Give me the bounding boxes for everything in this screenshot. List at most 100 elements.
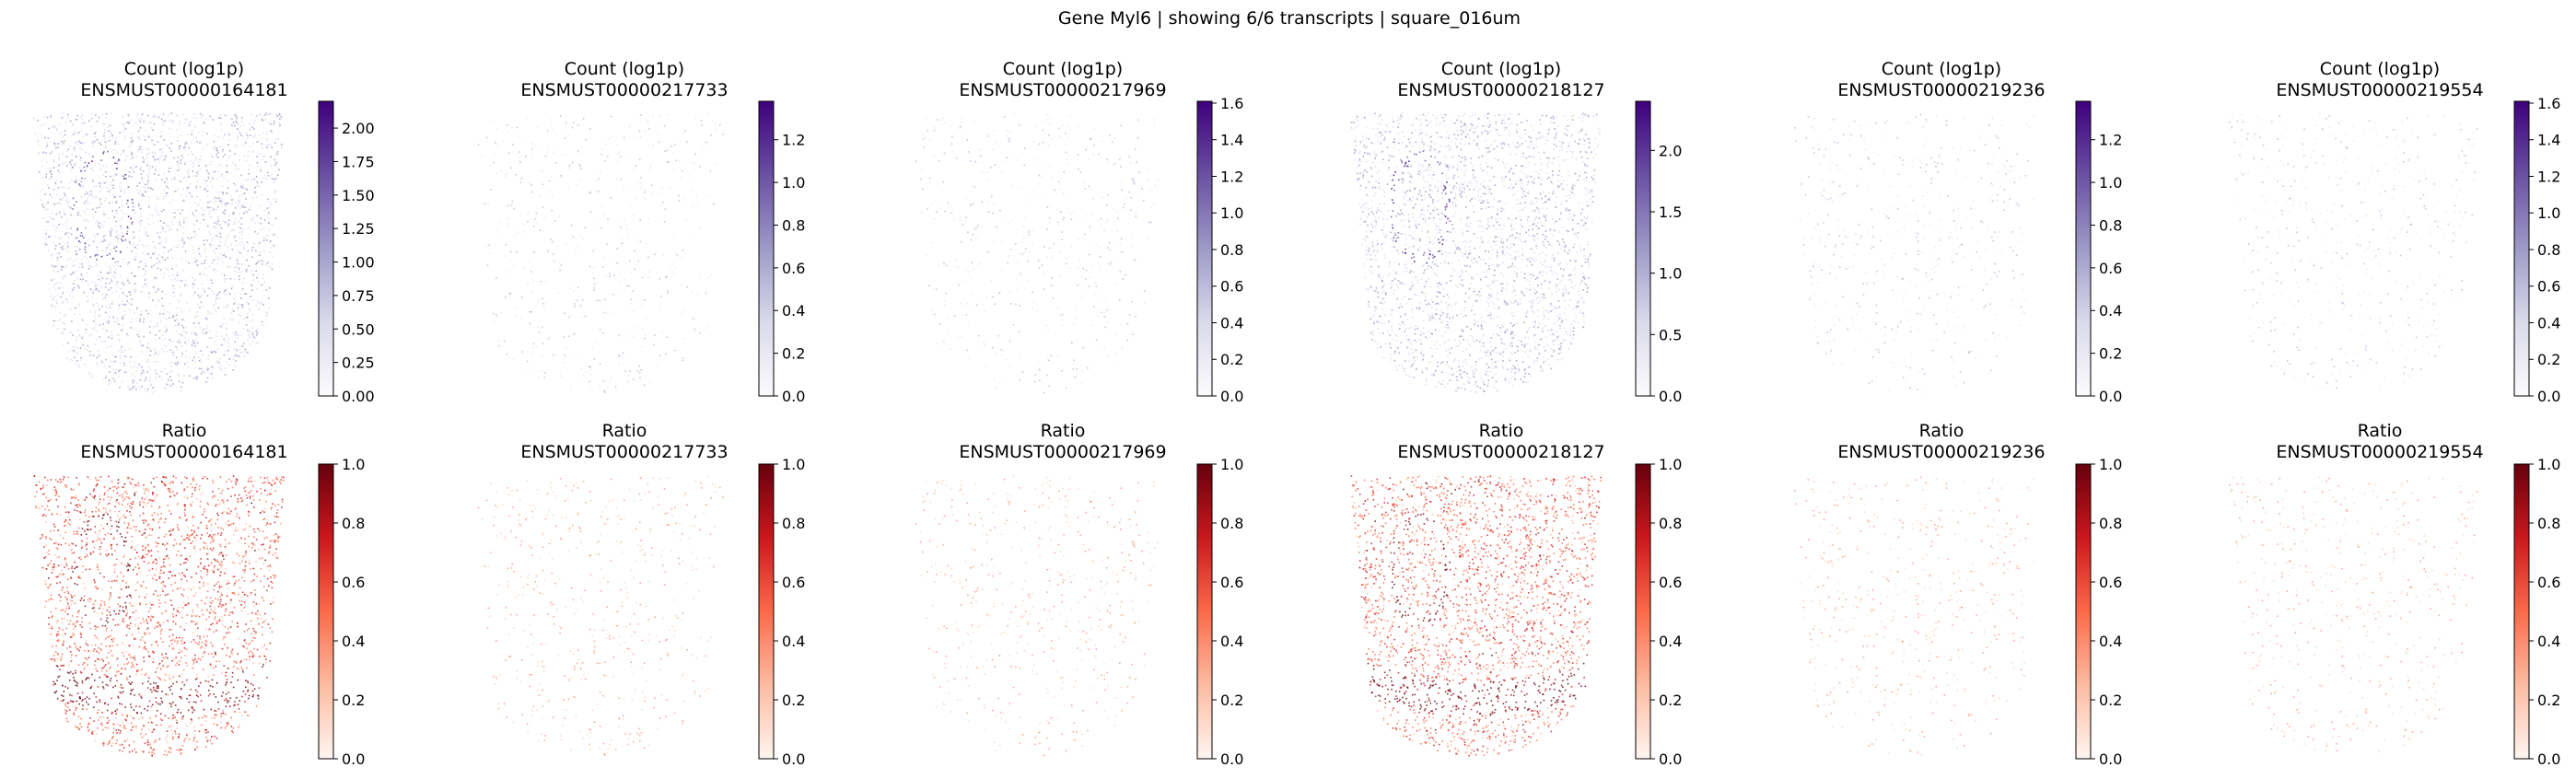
scatter-point [149,167,151,169]
scatter-point [554,132,556,134]
scatter-point [1530,373,1532,376]
scatter-point [199,169,202,170]
scatter-point [122,364,125,366]
scatter-point [1059,314,1062,317]
scatter-point [1474,131,1476,133]
scatter-point [118,304,121,307]
scatter-point [1466,380,1469,382]
scatter-point [1377,250,1379,252]
scatter-point [1381,285,1384,288]
scatter-point [1078,125,1079,127]
scatter-point [1389,354,1392,356]
scatter-point [553,128,554,131]
scatter-point [1090,138,1091,140]
scatter-point [137,112,139,115]
scatter-point [96,246,99,249]
scatter-point [101,188,104,190]
scatter-point [621,242,624,244]
scatter-point [206,239,208,241]
scatter-point [1384,343,1387,345]
scatter-point [63,277,64,280]
scatter-point [53,142,55,145]
scatter-point [76,214,79,216]
scatter-point [169,371,171,373]
scatter-point [1032,308,1034,309]
scatter-point [211,262,214,263]
scatter-point [1449,119,1451,122]
scatter-point [141,177,143,180]
scatter-point [112,265,115,268]
scatter-point [77,347,79,350]
scatter-point [139,145,141,148]
scatter-point [223,293,226,295]
scatter-point [1510,169,1512,170]
scatter-point [91,266,93,268]
scatter-point [1415,203,1416,205]
scatter-point [95,196,98,198]
scatter-point [1421,199,1423,201]
scatter-point [200,301,203,304]
scatter-point [76,285,79,286]
scatter-point [192,153,195,156]
scatter-point [171,179,173,181]
scatter-point [239,251,241,254]
scatter-point [1072,367,1075,370]
scatter-point [75,250,76,252]
scatter-point [220,227,223,229]
scatter-point [64,315,66,317]
panel-title-metric: Count (log1p) [565,59,684,79]
scatter-point [194,158,196,161]
scatter-point [1046,206,1048,208]
scatter-point [155,350,157,352]
scatter-point [1090,324,1092,326]
scatter-point [145,183,147,186]
scatter-point [1472,336,1474,339]
scatter-point [217,292,219,295]
scatter-point [132,157,134,158]
scatter-point [226,293,228,296]
scatter-point [70,214,72,216]
scatter-point [199,199,202,201]
scatter-point [1116,211,1118,214]
scatter-point [179,338,181,341]
scatter-point [214,227,216,229]
scatter-point [1573,259,1575,261]
scatter-point [1466,265,1468,267]
scatter-point [1513,289,1516,292]
scatter-point [1457,167,1460,169]
scatter-point [671,262,674,265]
scatter-point [1539,221,1542,223]
scatter-point [1409,200,1411,203]
scatter-point [1019,305,1021,307]
scatter-point [1531,277,1533,279]
scatter-point [152,240,155,243]
scatter-point [664,150,666,152]
scatter-point [239,237,240,239]
scatter-point [95,253,97,256]
scatter-point [1386,235,1388,237]
scatter-point [224,203,227,205]
scatter-point [93,329,95,331]
scatter-point [134,283,136,285]
scatter-point [110,227,112,229]
scatter-point [1037,181,1040,183]
scatter-point [1368,300,1370,303]
scatter-point [243,277,245,279]
scatter-point [1501,364,1503,366]
scatter-point [188,262,190,264]
scatter-point [1466,230,1469,232]
scatter-point [1370,230,1372,233]
scatter-point [266,146,268,148]
scatter-point [57,202,60,203]
scatter-point [122,324,123,326]
scatter-point [499,311,502,314]
scatter-point [1079,287,1081,289]
scatter-point [1355,136,1358,138]
scatter-point [109,317,111,319]
scatter-point [1578,294,1580,296]
scatter-point [1465,250,1468,252]
scatter-point [206,325,209,327]
scatter-point [532,251,535,253]
scatter-point [149,320,152,322]
scatter-point [110,232,111,235]
